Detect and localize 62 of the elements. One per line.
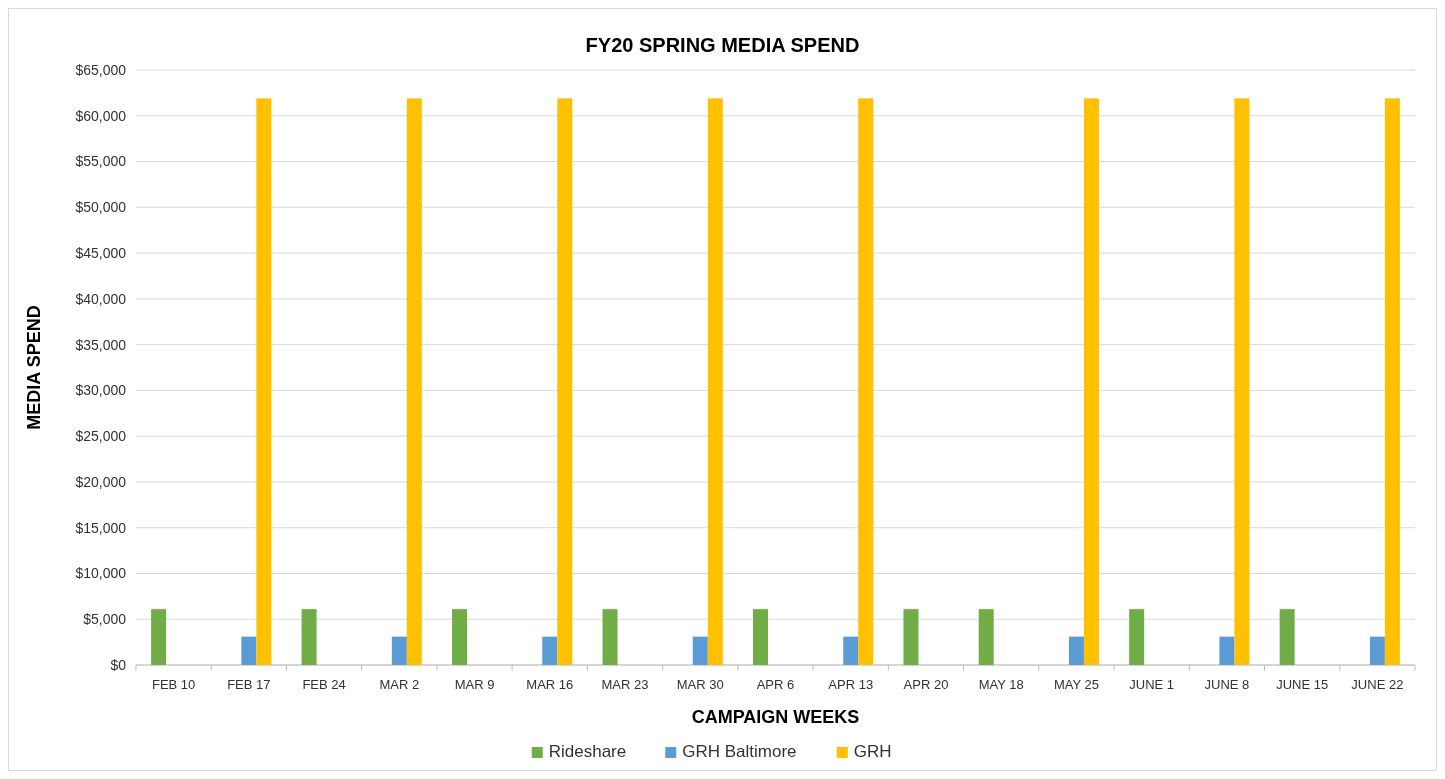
bar (1279, 609, 1295, 665)
x-tick-label: JUNE 15 (1276, 677, 1329, 692)
y-tick-label: $30,000 (75, 382, 127, 399)
x-tick-label: FEB 10 (151, 677, 196, 692)
x-tick-label: MAR 23 (601, 677, 649, 692)
y-tick-label: $20,000 (75, 473, 127, 490)
y-tick-label: $45,000 (75, 244, 127, 261)
bar (557, 98, 573, 665)
x-tick-label: MAR 9 (454, 677, 495, 692)
bar (1068, 636, 1084, 665)
x-tick-label: FEB 17 (227, 677, 271, 692)
bar (1369, 636, 1385, 665)
y-tick-label: $25,000 (75, 428, 127, 445)
bar (1384, 98, 1400, 665)
bar (978, 609, 994, 665)
x-tick-label: MAR 16 (526, 677, 574, 692)
y-tick-label: $10,000 (75, 565, 127, 582)
x-axis-title: CAMPAIGN WEEKS (691, 707, 860, 727)
bar (753, 609, 768, 665)
y-tick-label: $40,000 (75, 290, 127, 307)
x-tick-label: APR 20 (903, 677, 949, 692)
y-tick-label: $50,000 (75, 199, 127, 216)
x-tick-label: JUNE 22 (1351, 677, 1404, 692)
x-tick-label: MAR 2 (379, 677, 420, 692)
chart-title: FY20 SPRING MEDIA SPEND (585, 34, 860, 56)
y-tick-label: $60,000 (75, 107, 127, 124)
legend-label: Rideshare (548, 742, 627, 761)
y-tick-label: $35,000 (75, 336, 127, 353)
x-tick-label: MAY 18 (978, 677, 1024, 692)
bar (858, 98, 874, 665)
y-tick-label: $5,000 (83, 611, 127, 628)
bar (1083, 98, 1099, 665)
bar (256, 98, 272, 665)
legend-label: GRH Baltimore (682, 742, 797, 761)
bar (843, 636, 859, 665)
x-tick-label: MAR 30 (676, 677, 724, 692)
bar (151, 609, 167, 665)
bar (391, 636, 407, 665)
bar (1234, 98, 1250, 665)
bar (406, 98, 422, 665)
y-tick-label: $65,000 (75, 61, 127, 78)
bar (1129, 609, 1145, 665)
y-axis-title: MEDIA SPEND (24, 305, 44, 430)
y-tick-label: $15,000 (75, 519, 127, 536)
y-tick-label: $55,000 (75, 153, 127, 170)
legend-label: GRH (853, 742, 892, 761)
x-tick-label: APR 6 (756, 677, 795, 692)
bar (301, 609, 317, 665)
x-tick-label: JUNE 1 (1129, 677, 1175, 692)
bar (602, 609, 618, 665)
bar (1219, 636, 1235, 665)
bar (692, 636, 708, 665)
x-tick-label: JUNE 8 (1204, 677, 1250, 692)
x-tick-label: APR 13 (828, 677, 874, 692)
y-tick-label: $0 (110, 656, 127, 673)
bar (707, 98, 723, 665)
bar (903, 609, 919, 665)
bar (452, 609, 468, 665)
x-tick-label: MAY 25 (1053, 677, 1099, 692)
bar (542, 636, 558, 665)
x-tick-label: FEB 24 (302, 677, 346, 692)
bar (241, 636, 257, 665)
